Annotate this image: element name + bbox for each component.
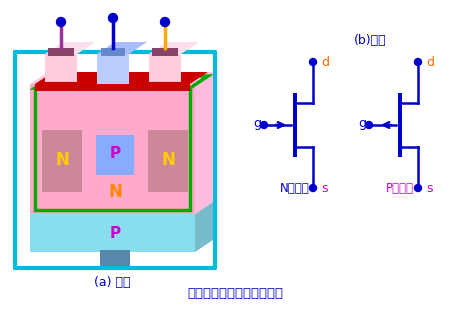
Text: N: N	[55, 151, 69, 169]
Bar	[152, 48, 178, 56]
Bar	[30, 214, 195, 252]
Circle shape	[310, 184, 316, 192]
Text: 结型场效应管的结构和符号: 结型场效应管的结构和符号	[187, 287, 283, 300]
Text: (a) 结构: (a) 结构	[94, 276, 130, 289]
Bar	[100, 250, 130, 266]
Circle shape	[109, 14, 118, 23]
Text: P: P	[110, 145, 121, 161]
Polygon shape	[35, 76, 208, 88]
Text: N沟道管: N沟道管	[280, 181, 310, 194]
Circle shape	[56, 17, 65, 26]
Text: (b)符号: (b)符号	[354, 33, 386, 46]
Polygon shape	[149, 42, 199, 54]
Bar	[45, 54, 77, 84]
Polygon shape	[195, 202, 213, 252]
Polygon shape	[30, 72, 213, 84]
Text: N: N	[161, 151, 175, 169]
Polygon shape	[97, 42, 147, 54]
Bar	[35, 84, 190, 91]
Polygon shape	[45, 42, 95, 54]
Circle shape	[160, 17, 170, 26]
Text: P沟道管: P沟道管	[386, 181, 414, 194]
Polygon shape	[195, 72, 213, 214]
Polygon shape	[35, 72, 208, 84]
Text: d: d	[426, 55, 434, 69]
Circle shape	[260, 122, 267, 129]
Bar	[30, 84, 195, 214]
Polygon shape	[30, 202, 213, 214]
Text: g: g	[253, 117, 261, 130]
Bar	[96, 135, 134, 175]
Text: P: P	[110, 227, 121, 241]
Bar	[148, 130, 188, 192]
Bar	[101, 48, 125, 56]
Bar	[48, 48, 74, 56]
Bar	[97, 54, 129, 84]
Circle shape	[415, 184, 422, 192]
Text: N: N	[108, 183, 122, 201]
Circle shape	[310, 59, 316, 65]
Text: s: s	[321, 181, 328, 194]
Circle shape	[366, 122, 373, 129]
Bar	[35, 88, 190, 210]
Bar	[42, 130, 82, 192]
Text: g: g	[358, 117, 366, 130]
Text: d: d	[321, 55, 329, 69]
Circle shape	[415, 59, 422, 65]
Bar	[149, 54, 181, 84]
Text: s: s	[426, 181, 432, 194]
